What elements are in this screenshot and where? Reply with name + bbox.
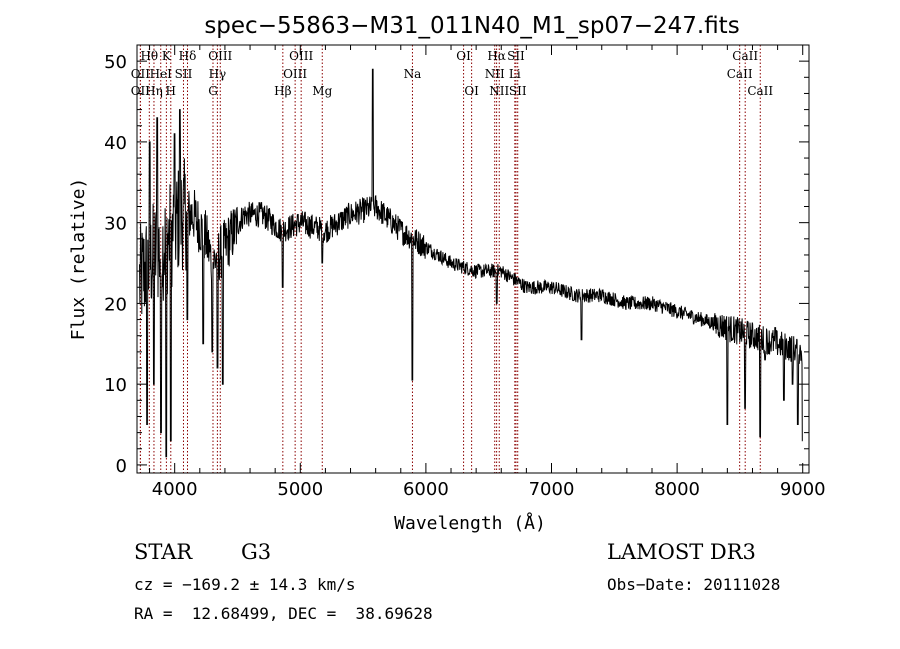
plot-frame bbox=[136, 44, 810, 474]
spectral-line-label: G bbox=[208, 84, 218, 98]
spectral-line-label: Mg bbox=[312, 84, 332, 98]
x-tick-label: 8000 bbox=[654, 479, 700, 500]
spectral-line-label: OII bbox=[131, 84, 151, 98]
spectral-line-label: SII bbox=[509, 84, 527, 98]
x-tick-label: 4000 bbox=[152, 479, 198, 500]
spectral-line-label: CaII bbox=[732, 49, 758, 63]
y-tick-label: 20 bbox=[104, 294, 127, 315]
x-tick-label: 5000 bbox=[277, 479, 323, 500]
spectral-line-label: H bbox=[166, 84, 176, 98]
y-axis-label: Flux (relative) bbox=[68, 178, 89, 341]
object-class: STAR bbox=[134, 540, 193, 564]
coordinates: RA = 12.68499, DEC = 38.69628 bbox=[134, 604, 433, 623]
spectral-line-label: NII bbox=[485, 67, 505, 81]
spectral-line-label: OII bbox=[131, 67, 151, 81]
spectral-line-label: SII bbox=[507, 49, 525, 63]
spectral-line-label: CaII bbox=[747, 84, 773, 98]
y-tick-label: 10 bbox=[104, 375, 127, 396]
spectral-line-label: Li bbox=[509, 67, 521, 81]
y-tick-label: 30 bbox=[104, 214, 127, 235]
x-tick-label: 7000 bbox=[529, 479, 575, 500]
spectral-line-label: NII bbox=[489, 84, 509, 98]
spectral-line-label: SII bbox=[175, 67, 193, 81]
spectral-subclass: G3 bbox=[241, 540, 272, 564]
x-axis-label: Wavelength (Å) bbox=[394, 512, 546, 534]
spectral-line-label: OI bbox=[456, 49, 471, 63]
survey-name: LAMOST DR3 bbox=[607, 540, 756, 564]
spectral-line-label: Na bbox=[404, 67, 422, 81]
x-axis: 4000 5000 6000 7000 8000 9000 bbox=[149, 45, 826, 500]
spectral-line-label: Hβ bbox=[274, 84, 291, 98]
flux-series-line bbox=[139, 68, 803, 458]
x-tick-label: 9000 bbox=[780, 479, 826, 500]
chart-title: spec−55863−M31_011N40_M1_sp07−247.fits bbox=[204, 13, 739, 39]
y-tick-label: 40 bbox=[104, 133, 127, 154]
spectral-line-label: OIII bbox=[289, 49, 313, 63]
spectral-line-label: K bbox=[162, 49, 172, 63]
x-tick-label: 6000 bbox=[403, 479, 449, 500]
redshift-value: cz = −169.2 ± 14.3 km/s bbox=[134, 575, 356, 594]
spectral-line-label: OIII bbox=[283, 67, 307, 81]
spectral-line-label: Hγ bbox=[209, 67, 227, 81]
spectral-line-label: Hδ bbox=[179, 49, 197, 63]
spectral-line-label: Hη bbox=[145, 84, 163, 98]
y-tick-label: 50 bbox=[104, 52, 127, 73]
spectral-line-label: CaII bbox=[727, 67, 753, 81]
y-tick-label: 0 bbox=[116, 456, 127, 477]
spectral-line-label: OIII bbox=[208, 49, 232, 63]
spectral-line-label: OI bbox=[464, 84, 479, 98]
spectral-line-label: Hθ bbox=[140, 49, 158, 63]
y-axis: 0 10 20 30 40 50 bbox=[104, 52, 809, 477]
spectral-line-label: HeI bbox=[150, 67, 173, 81]
spectral-line-label: Hα bbox=[487, 49, 506, 63]
observation-date: Obs−Date: 20111028 bbox=[607, 575, 781, 594]
spectral-line-labels: Hθ OII OII K HeI Hη Hδ SII H OIII Hγ G OIII OIII Hβ Mg N… bbox=[131, 49, 774, 98]
